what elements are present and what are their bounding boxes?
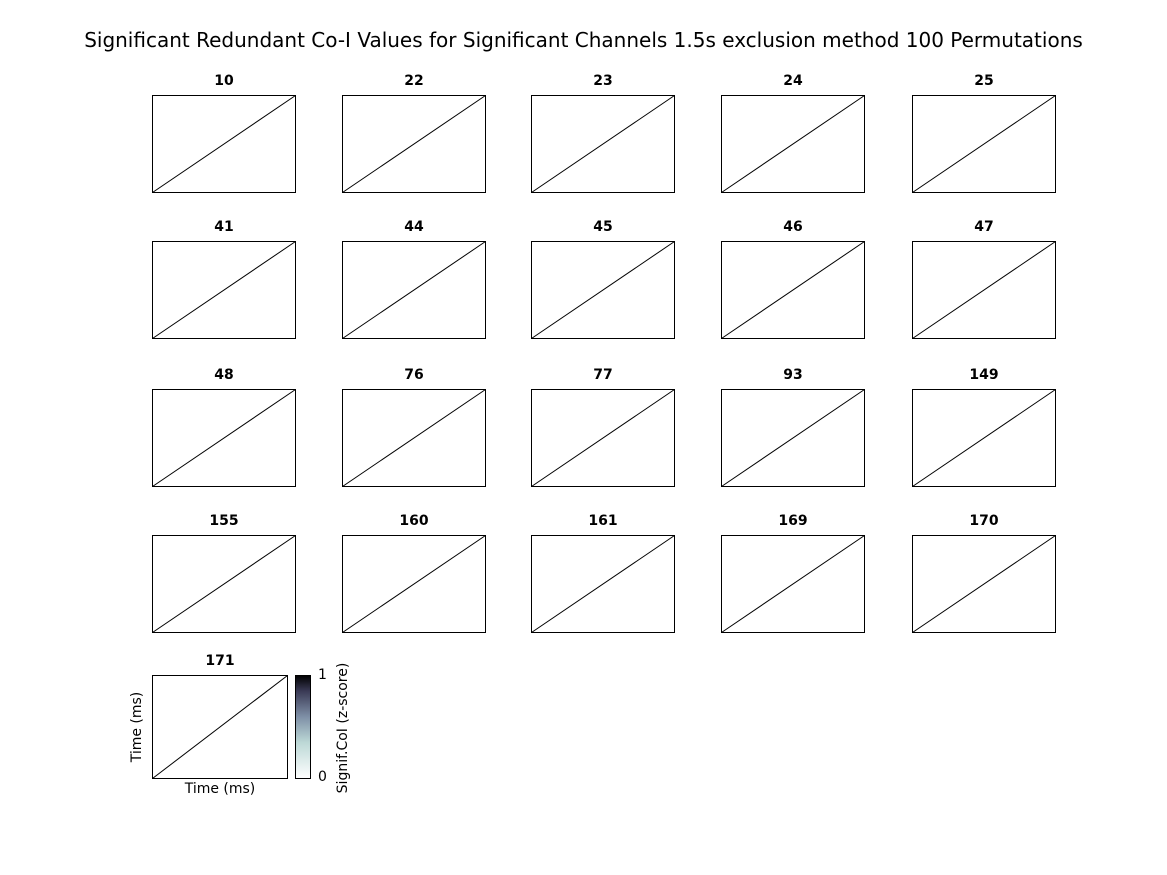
- panel-title: 160: [399, 513, 429, 529]
- diagonal-line: [721, 95, 865, 193]
- panel-title: 44: [404, 219, 424, 235]
- colorbar-gradient: [295, 675, 311, 779]
- heatmap-plot: [721, 241, 865, 339]
- heatmap-plot: [152, 95, 296, 193]
- panel-title: 161: [588, 513, 618, 529]
- heatmap-axes: [721, 95, 865, 193]
- panel-title: 24: [783, 73, 803, 89]
- figure-title: Significant Redundant Co-I Values for Si…: [84, 28, 1083, 52]
- heatmap-plot: [912, 389, 1056, 487]
- diagonal-line: [342, 241, 486, 339]
- diagonal-line: [531, 535, 675, 633]
- panel-title: 48: [214, 367, 234, 383]
- panel-title: 45: [593, 219, 613, 235]
- panel-title: 77: [593, 367, 613, 383]
- heatmap-axes: [721, 389, 865, 487]
- heatmap-axes: [912, 389, 1056, 487]
- heatmap-plot: [152, 389, 296, 487]
- diagonal-line: [721, 389, 865, 487]
- heatmap-plot: [531, 389, 675, 487]
- panel-title: 10: [214, 73, 234, 89]
- y-axis-label: Time (ms): [129, 691, 145, 763]
- heatmap-plot: [721, 389, 865, 487]
- diagonal-line: [152, 241, 296, 339]
- diagonal-line: [721, 241, 865, 339]
- heatmap-plot: [342, 241, 486, 339]
- panel-title: 47: [974, 219, 994, 235]
- heatmap-axes: [912, 95, 1056, 193]
- panel-title: 171: [205, 653, 235, 669]
- heatmap-axes: [342, 95, 486, 193]
- heatmap-axes: [342, 241, 486, 339]
- diagonal-line: [152, 95, 296, 193]
- heatmap-plot: [152, 675, 288, 779]
- diagonal-line: [912, 95, 1056, 193]
- panel-title: 170: [969, 513, 999, 529]
- heatmap-plot: [721, 535, 865, 633]
- heatmap-axes: [721, 535, 865, 633]
- heatmap-plot: [531, 535, 675, 633]
- heatmap-axes: [531, 241, 675, 339]
- diagonal-line: [531, 95, 675, 193]
- diagonal-line: [342, 95, 486, 193]
- colorbar-tick-max: 1: [318, 667, 327, 683]
- heatmap-axes: [152, 675, 288, 779]
- heatmap-plot: [912, 535, 1056, 633]
- heatmap-plot: [342, 389, 486, 487]
- panel-title: 93: [783, 367, 803, 383]
- colorbar: [295, 675, 311, 779]
- diagonal-line: [152, 675, 288, 779]
- panel-title: 41: [214, 219, 234, 235]
- heatmap-axes: [531, 95, 675, 193]
- heatmap-axes: [531, 535, 675, 633]
- panel-title: 169: [778, 513, 808, 529]
- heatmap-axes: [152, 95, 296, 193]
- diagonal-line: [531, 389, 675, 487]
- heatmap-plot: [152, 535, 296, 633]
- colorbar-label: Signif.CoI (z-score): [335, 662, 351, 794]
- heatmap-plot: [531, 241, 675, 339]
- panel-title: 155: [209, 513, 239, 529]
- heatmap-plot: [531, 95, 675, 193]
- diagonal-line: [531, 241, 675, 339]
- diagonal-line: [152, 389, 296, 487]
- heatmap-axes: [531, 389, 675, 487]
- diagonal-line: [342, 389, 486, 487]
- heatmap-plot: [912, 241, 1056, 339]
- panel-title: 25: [974, 73, 994, 89]
- panel-title: 23: [593, 73, 613, 89]
- heatmap-plot: [721, 95, 865, 193]
- heatmap-axes: [912, 241, 1056, 339]
- diagonal-line: [912, 241, 1056, 339]
- heatmap-axes: [342, 389, 486, 487]
- heatmap-axes: [152, 241, 296, 339]
- heatmap-plot: [912, 95, 1056, 193]
- heatmap-axes: [152, 389, 296, 487]
- diagonal-line: [912, 535, 1056, 633]
- panel-title: 76: [404, 367, 424, 383]
- heatmap-axes: [912, 535, 1056, 633]
- diagonal-line: [152, 535, 296, 633]
- x-axis-label: Time (ms): [184, 781, 256, 797]
- diagonal-line: [912, 389, 1056, 487]
- panel-title: 149: [969, 367, 999, 383]
- panel-title: 22: [404, 73, 424, 89]
- heatmap-plot: [342, 95, 486, 193]
- heatmap-axes: [721, 241, 865, 339]
- colorbar-tick-min: 0: [318, 769, 327, 785]
- heatmap-plot: [152, 241, 296, 339]
- diagonal-line: [721, 535, 865, 633]
- heatmap-axes: [342, 535, 486, 633]
- panel-title: 46: [783, 219, 803, 235]
- heatmap-plot: [342, 535, 486, 633]
- heatmap-axes: [152, 535, 296, 633]
- diagonal-line: [342, 535, 486, 633]
